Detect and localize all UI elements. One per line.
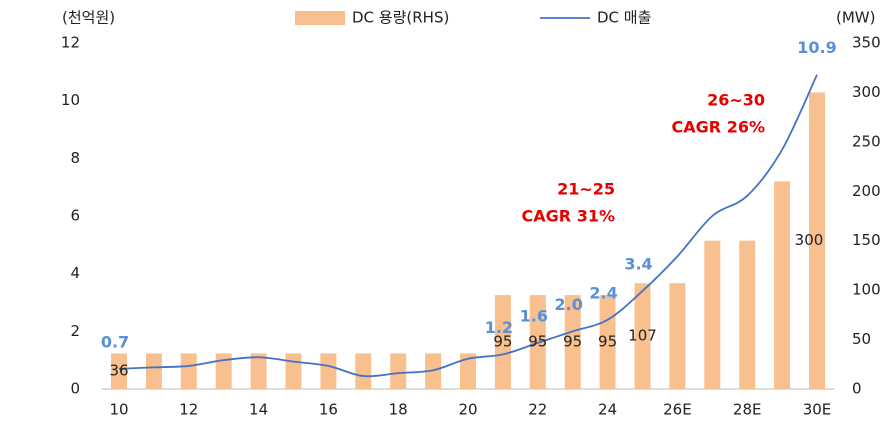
bar [355,353,372,389]
legend-swatch [295,11,345,25]
y-tick-label: 10 [61,91,80,109]
x-tick-label: 26E [663,401,692,419]
line-value-label: 1.6 [520,306,548,325]
y2-tick-label: 150 [852,231,881,249]
y-tick-label: 2 [70,322,80,340]
legend-label: DC 매출 [597,9,651,27]
bar [739,240,756,389]
y-tick-label: 8 [70,149,80,167]
y2-tick-label: 200 [852,182,881,200]
annotation: 21~25 [557,180,615,199]
bar [460,353,476,389]
y2-tick-label: 100 [852,281,881,299]
bar-value-label: 107 [628,327,657,345]
legend-label: DC 용량(RHS) [352,9,449,27]
y2-tick-label: 350 [852,34,881,52]
line-value-label: 10.9 [797,38,836,57]
x-tick-label: 18 [389,401,408,419]
bar-value-label: 95 [493,333,512,351]
x-tick-label: 30E [803,401,832,419]
annotation: CAGR 26% [672,118,765,137]
y-tick-label: 12 [61,34,80,52]
bar-value-label: 36 [109,362,128,380]
line-value-label: 0.7 [101,332,129,351]
bar-value-label: 95 [563,333,582,351]
x-tick-label: 28E [733,401,762,419]
bar [669,283,686,389]
y2-tick-label: 50 [852,330,871,348]
bar [774,181,791,389]
bar-value-label: 95 [528,333,547,351]
annotation: CAGR 31% [522,207,615,226]
line-value-label: 1.2 [485,318,513,337]
y2-tick-label: 250 [852,132,881,150]
bar [564,295,581,389]
y2-tick-label: 300 [852,83,881,101]
bar [634,283,651,389]
bar-value-label: 300 [795,231,824,249]
bar [250,353,267,389]
bar [215,353,232,389]
y2-axis-label: (MW) [836,9,875,27]
y2-tick-label: 0 [852,380,862,398]
bar [704,240,721,389]
y-tick-label: 0 [70,380,80,398]
annotation: 26~30 [707,91,765,110]
bar [390,353,407,389]
bar [320,353,337,389]
bar [180,353,197,389]
bar [111,353,127,389]
x-tick-label: 10 [109,401,128,419]
line [118,74,818,378]
line-value-label: 3.4 [624,254,652,273]
bar [145,353,162,389]
x-tick-label: 16 [319,401,338,419]
y-tick-label: 4 [70,264,80,282]
x-tick-label: 12 [179,401,198,419]
x-tick-label: 14 [249,401,268,419]
bar [494,295,511,389]
x-tick-label: 22 [528,401,547,419]
bar-value-label: 95 [598,333,617,351]
bar [809,92,825,389]
x-tick-label: 24 [598,401,617,419]
bar [285,353,302,389]
bar [599,295,616,389]
y-tick-label: 6 [70,207,80,225]
line-value-label: 2.4 [589,283,617,302]
line-value-label: 2.0 [555,295,583,314]
y-axis-label: (천억원) [62,9,115,27]
bar [425,353,442,389]
x-tick-label: 20 [458,401,477,419]
